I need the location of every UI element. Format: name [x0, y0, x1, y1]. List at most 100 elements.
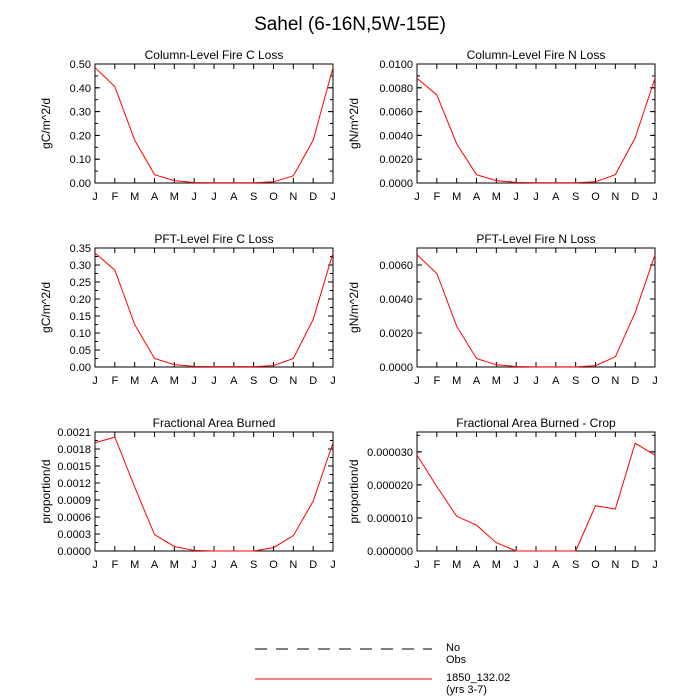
x-tick-label: N [289, 375, 297, 387]
y-tick-label: 0.0000 [57, 546, 91, 558]
x-tick-label: A [151, 191, 159, 203]
x-tick-label: J [211, 559, 217, 571]
x-tick-label: J [414, 559, 420, 571]
chart-title: PFT-Level Fire C Loss [154, 232, 273, 246]
y-tick-label: 0.0009 [57, 495, 91, 507]
chart-title: PFT-Level Fire N Loss [476, 232, 595, 246]
y-tick-label: 0.0018 [57, 444, 91, 456]
x-tick-label: D [309, 559, 317, 571]
y-tick-label: 0.05 [70, 345, 91, 357]
chart-panel-6: Fractional Area Burned - Crop proportion/… [347, 416, 658, 571]
x-tick-label: N [611, 559, 619, 571]
x-tick-label: M [170, 559, 179, 571]
x-tick-label: N [289, 191, 297, 203]
x-tick-label: A [473, 375, 481, 387]
x-tick-label: N [289, 559, 297, 571]
y-tick-label: 0.0020 [379, 154, 413, 166]
y-tick-label: 0.15 [70, 311, 91, 323]
x-tick-label: S [250, 559, 257, 571]
y-tick-label: 0.0020 [379, 328, 413, 340]
x-tick-label: J [513, 375, 519, 387]
x-tick-label: O [269, 191, 278, 203]
x-tick-label: J [330, 191, 336, 203]
x-tick-label: F [111, 375, 118, 387]
y-tick-label: 0.30 [70, 107, 91, 119]
x-tick-label: M [492, 375, 501, 387]
chart-panel-5: Fractional Area Burned proportion/d 0.0000… [39, 416, 336, 571]
x-tick-label: J [652, 191, 658, 203]
y-tick-label: 0.0003 [57, 529, 91, 541]
x-tick-label: J [513, 191, 519, 203]
chart-panel-2: Column-Level Fire N Loss gN/m^2/d 0.0000 0.… [347, 48, 658, 203]
x-tick-label: O [591, 375, 600, 387]
x-tick-label: J [533, 191, 539, 203]
y-tick-label: 0.0060 [379, 260, 413, 272]
y-tick-label: 0.0080 [379, 83, 413, 95]
x-tick-label: J [414, 191, 420, 203]
y-tick-label: 0.0040 [379, 294, 413, 306]
x-tick-label: A [230, 191, 238, 203]
y-axis-label: gC/m^2/d [39, 98, 53, 149]
chart-title: Column-Level Fire N Loss [467, 48, 606, 62]
x-tick-label: A [230, 559, 238, 571]
x-tick-label: M [452, 375, 461, 387]
y-tick-label: 0.0040 [379, 130, 413, 142]
y-tick-label: 0.000020 [367, 480, 413, 492]
x-tick-label: A [552, 559, 560, 571]
x-tick-label: O [269, 559, 278, 571]
y-tick-label: 0.0021 [57, 427, 91, 439]
x-tick-label: N [611, 375, 619, 387]
y-tick-label: 0.00 [70, 362, 91, 374]
x-tick-label: S [572, 375, 579, 387]
x-tick-label: M [130, 559, 139, 571]
x-tick-label: F [111, 559, 118, 571]
x-tick-label: A [552, 191, 560, 203]
x-tick-label: A [230, 375, 238, 387]
x-tick-label: O [269, 375, 278, 387]
x-tick-label: J [533, 375, 539, 387]
chart-title: Fractional Area Burned - Crop [456, 416, 616, 430]
y-tick-label: 0.00 [70, 178, 91, 190]
y-tick-label: 0.000030 [367, 447, 413, 459]
x-tick-label: D [631, 375, 639, 387]
x-tick-label: J [92, 191, 98, 203]
y-tick-label: 0.40 [70, 83, 91, 95]
x-tick-label: M [130, 375, 139, 387]
y-tick-label: 0.0000 [379, 362, 413, 374]
y-tick-label: 0.0012 [57, 478, 91, 490]
y-axis-label: gN/m^2/d [347, 98, 361, 149]
y-tick-label: 0.30 [70, 260, 91, 272]
x-tick-label: A [151, 375, 159, 387]
x-tick-label: J [330, 375, 336, 387]
x-tick-label: M [170, 375, 179, 387]
y-tick-label: 0.25 [70, 277, 91, 289]
y-tick-label: 0.35 [70, 243, 91, 255]
y-axis-label: proportion/d [39, 459, 53, 523]
y-tick-label: 0.10 [70, 154, 91, 166]
y-tick-label: 0.20 [70, 130, 91, 142]
chart-title: Column-Level Fire C Loss [145, 48, 284, 62]
page-title: Sahel (6-16N,5W-15E) [254, 14, 446, 35]
y-tick-label: 0.0015 [57, 461, 91, 473]
chart-title: Fractional Area Burned [153, 416, 276, 430]
x-tick-label: J [92, 559, 98, 571]
x-tick-label: J [211, 375, 217, 387]
x-tick-label: M [452, 191, 461, 203]
chart-panel-1: Column-Level Fire C Loss gC/m^2/d 0.00 0.10… [39, 48, 336, 203]
x-tick-label: D [309, 191, 317, 203]
x-tick-label: J [533, 559, 539, 571]
x-tick-label: M [492, 191, 501, 203]
x-tick-label: S [250, 375, 257, 387]
x-tick-label: J [211, 191, 217, 203]
x-tick-label: A [473, 191, 481, 203]
x-tick-label: M [130, 191, 139, 203]
y-tick-label: 0.0100 [379, 59, 413, 71]
x-tick-label: O [591, 191, 600, 203]
x-tick-label: J [330, 559, 336, 571]
chart-panel-4: PFT-Level Fire N Loss gN/m^2/d 0.0000 0.002… [347, 232, 658, 387]
x-tick-label: S [250, 191, 257, 203]
x-tick-label: N [611, 191, 619, 203]
y-tick-label: 0.20 [70, 294, 91, 306]
